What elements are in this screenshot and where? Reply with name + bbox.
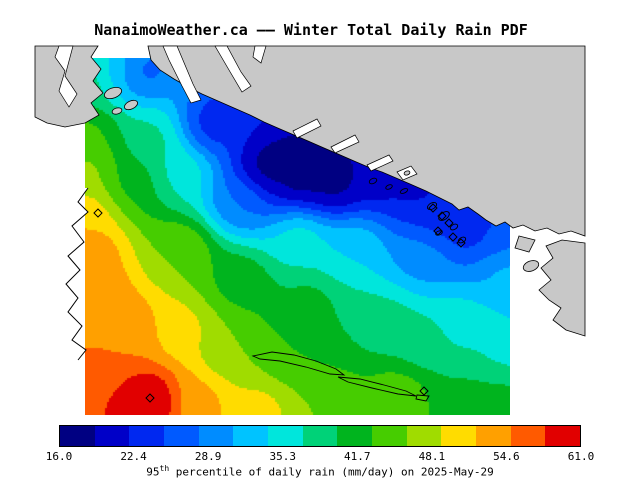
colorbar-tick-label: 61.0 (567, 450, 595, 463)
colorbar-segment (233, 426, 269, 446)
colorbar-tick-label: 41.7 (344, 450, 371, 463)
caption-text: percentile of daily rain (mm/day) on 202… (169, 465, 494, 479)
land-right-coast (538, 239, 586, 337)
colorbar-segment (372, 426, 407, 446)
station-marker-diamond (456, 238, 466, 248)
station-marker-diamond (448, 232, 458, 242)
colorbar-segment (406, 426, 442, 446)
gulf-island-outlines (251, 177, 467, 402)
colorbar-segment (545, 426, 581, 446)
colorbar-tick-label: 22.4 (120, 450, 147, 463)
station-marker-diamond (444, 218, 454, 228)
station-marker-diamond (437, 211, 447, 221)
land-mainland (147, 45, 586, 237)
colorbar-caption: 95th percentile of daily rain (mm/day) o… (0, 464, 640, 479)
colorbar (59, 425, 581, 447)
colorbar-segment (441, 426, 477, 446)
colorbar-tick-labels: 16.0 22.4 28.9 35.3 41.7 48.1 54.6 61.0 (46, 450, 595, 463)
colorbar-segment (337, 426, 373, 446)
colorbar-segment (129, 426, 165, 446)
caption-number: 95 (146, 465, 160, 479)
colorbar-segment (510, 426, 546, 446)
page-title: NanaimoWeather.ca —— Winter Total Daily … (94, 21, 528, 39)
small-islands-gray (103, 86, 411, 176)
station-marker-diamond (428, 203, 438, 213)
station-marker-diamond (433, 226, 443, 236)
land-right-island-2 (522, 260, 540, 272)
fjord-inlets (162, 45, 418, 181)
colorbar-segment (268, 426, 303, 446)
colorbar-tick-label: 35.3 (269, 450, 296, 463)
colorbar-segment (198, 426, 234, 446)
station-marker-diamond (93, 208, 103, 218)
station-markers (93, 203, 466, 403)
colorbar-segment (60, 426, 95, 446)
land-right-island (514, 235, 536, 253)
topleft-channel (54, 45, 78, 108)
colorbar-tick-label: 16.0 (45, 450, 73, 463)
station-marker-diamond (145, 393, 155, 403)
station-marker-diamond (419, 386, 429, 396)
colorbar-segment (476, 426, 511, 446)
colorbar-tick-label: 48.1 (418, 450, 446, 463)
colorbar-segment (94, 426, 130, 446)
colorbar-tick-label: 28.9 (194, 450, 222, 463)
vancouver-island-mask (35, 188, 88, 360)
colorbar-tick-label: 54.6 (493, 450, 520, 463)
colorbar-segment (302, 426, 338, 446)
caption-ordinal: th (159, 464, 170, 473)
colorbar-segment (164, 426, 199, 446)
vancouver-island-coastline (65, 187, 89, 361)
